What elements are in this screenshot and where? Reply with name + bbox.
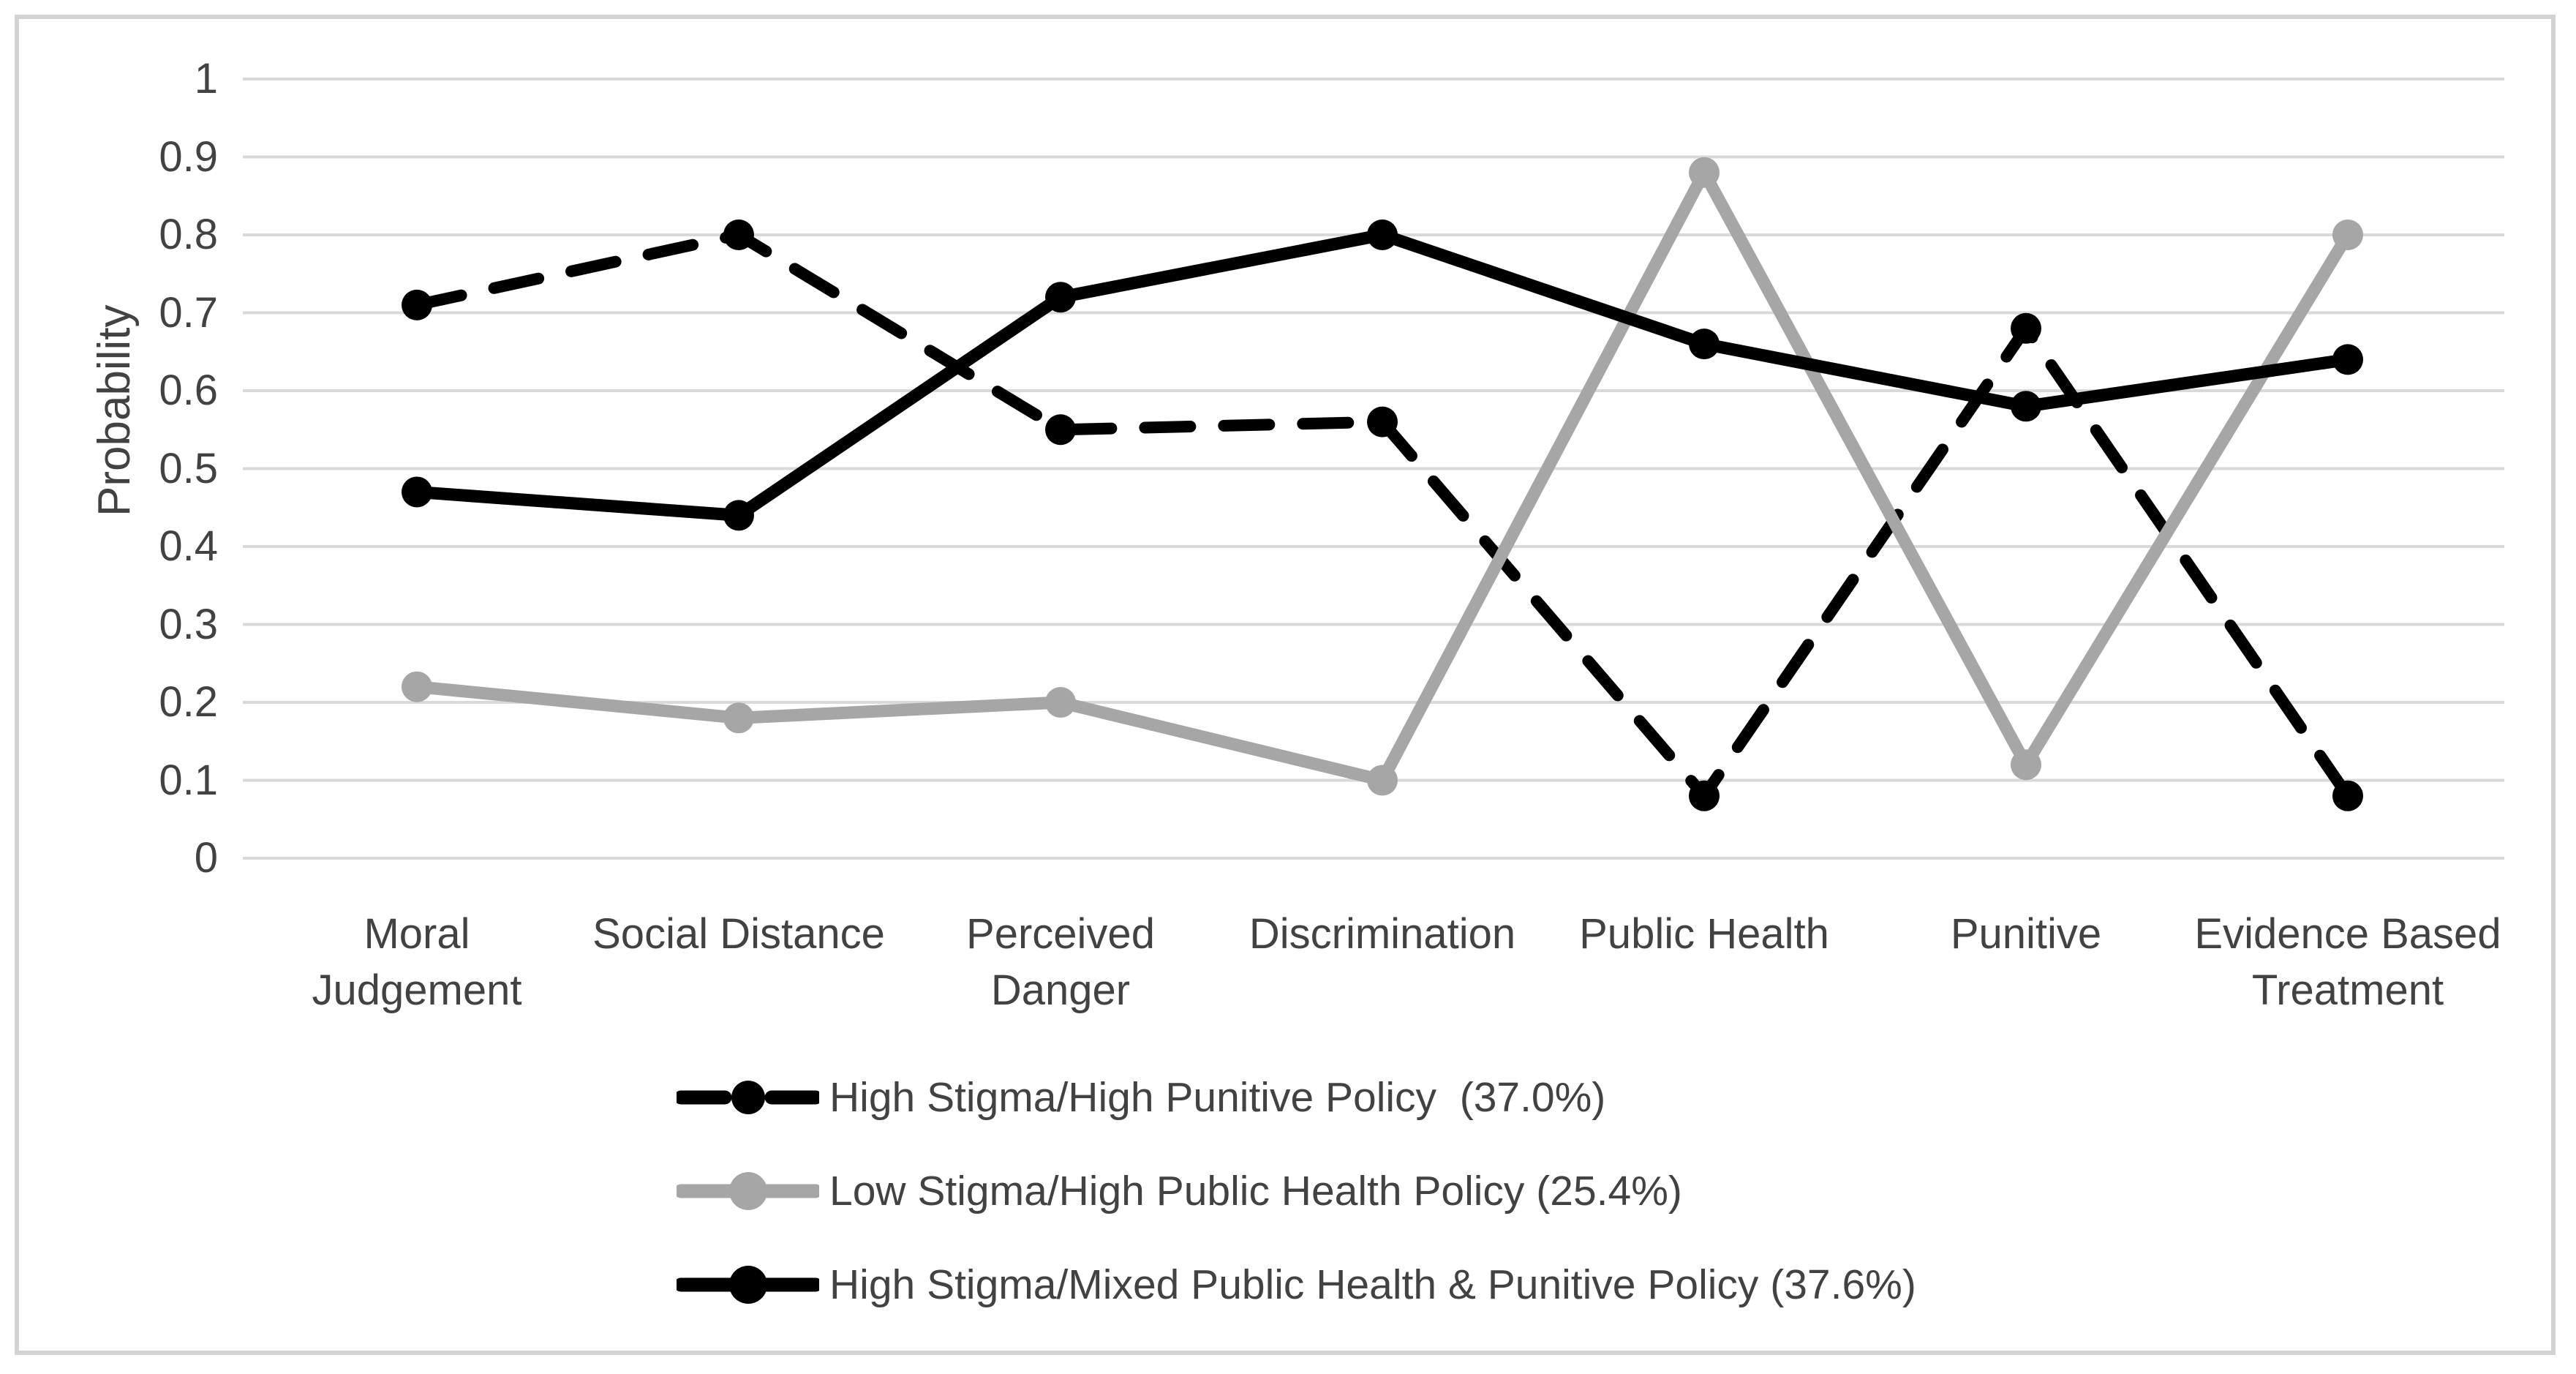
data-point-marker bbox=[2332, 344, 2363, 375]
data-point-marker bbox=[1689, 780, 1720, 811]
legend-item-high-stigma-high-punitive: High Stigma/High Punitive Policy (37.0%) bbox=[677, 1051, 1916, 1144]
category-label: Discrimination bbox=[1249, 910, 1516, 958]
legend-label: Low Stigma/High Public Health Policy (25… bbox=[829, 1168, 1682, 1215]
data-point-marker bbox=[2011, 749, 2041, 781]
y-tick-label: 0.6 bbox=[159, 367, 218, 414]
category-label: Public Health bbox=[1579, 910, 1829, 958]
data-point-marker bbox=[2332, 219, 2363, 250]
legend-item-high-stigma-mixed-policy: High Stigma/Mixed Public Health & Puniti… bbox=[677, 1238, 1916, 1332]
y-tick-label: 0.1 bbox=[159, 756, 218, 804]
y-tick-label: 0.9 bbox=[159, 132, 218, 181]
data-point-marker bbox=[723, 702, 754, 734]
data-point-marker bbox=[1367, 765, 1398, 796]
y-tick-label: 0 bbox=[194, 834, 218, 882]
data-point-marker bbox=[723, 500, 754, 531]
data-point-marker bbox=[2011, 391, 2041, 422]
dashed-line-marker-icon bbox=[677, 1081, 819, 1114]
category-label: Social Distance bbox=[592, 910, 885, 958]
data-point-marker bbox=[402, 476, 432, 508]
y-tick-label: 0.8 bbox=[159, 211, 218, 258]
y-tick-label: 0.3 bbox=[159, 600, 218, 648]
data-point-marker bbox=[1045, 282, 1076, 313]
y-tick-label: 0.4 bbox=[159, 522, 218, 570]
data-point-marker bbox=[2011, 312, 2041, 344]
y-tick-label: 0.7 bbox=[159, 288, 218, 337]
data-point-marker bbox=[1367, 406, 1398, 438]
data-point-marker bbox=[1689, 329, 1720, 360]
category-label: Evidence Based Treatment bbox=[2194, 910, 2501, 1015]
data-point-marker bbox=[723, 219, 754, 250]
data-point-marker bbox=[402, 671, 432, 702]
legend-label: High Stigma/High Punitive Policy (37.0%) bbox=[829, 1074, 1606, 1121]
series-line-1 bbox=[410, 166, 2354, 787]
y-tick-label: 1 bbox=[194, 55, 218, 102]
data-point-marker bbox=[1045, 414, 1076, 446]
black-line-marker-icon bbox=[677, 1266, 819, 1304]
data-point-marker bbox=[2332, 780, 2363, 811]
y-tick-label: 0.5 bbox=[159, 444, 218, 492]
legend-label: High Stigma/Mixed Public Health & Puniti… bbox=[829, 1261, 1916, 1308]
category-label: Punitive bbox=[1950, 910, 2102, 958]
chart-legend: High Stigma/High Punitive Policy (37.0%)… bbox=[677, 1051, 1916, 1332]
gray-line-marker-icon bbox=[677, 1172, 819, 1210]
y-tick-label: 0.2 bbox=[159, 678, 218, 726]
data-point-marker bbox=[1367, 219, 1398, 250]
data-point-marker bbox=[402, 289, 432, 320]
data-point-marker bbox=[1045, 687, 1076, 718]
data-point-marker bbox=[1689, 157, 1720, 188]
legend-item-low-stigma-public-health: Low Stigma/High Public Health Policy (25… bbox=[677, 1144, 1916, 1238]
category-label: Perceived Danger bbox=[966, 910, 1155, 1015]
category-label: Moral Judgement bbox=[312, 910, 522, 1015]
